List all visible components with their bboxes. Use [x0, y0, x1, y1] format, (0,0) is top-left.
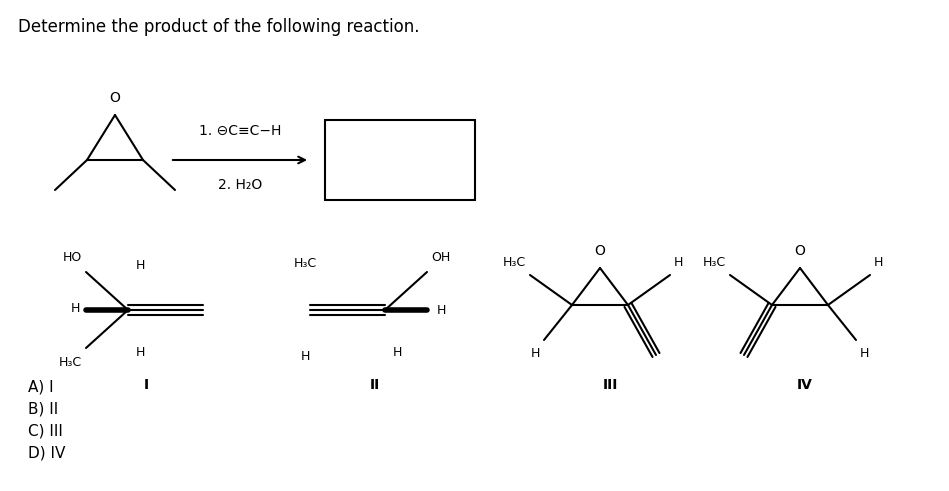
- Text: H₃C: H₃C: [59, 356, 82, 369]
- Text: H: H: [300, 350, 309, 363]
- Text: H: H: [530, 347, 540, 360]
- Text: B) II: B) II: [28, 402, 58, 417]
- Text: Determine the product of the following reaction.: Determine the product of the following r…: [18, 18, 419, 36]
- Text: HO: HO: [63, 251, 82, 264]
- Text: III: III: [603, 378, 618, 392]
- Bar: [325, 120, 475, 200]
- Text: OH: OH: [431, 251, 450, 264]
- Text: IV: IV: [797, 378, 813, 392]
- Text: H: H: [70, 301, 80, 315]
- Text: O: O: [109, 91, 121, 105]
- Text: II: II: [370, 378, 381, 392]
- Text: H: H: [393, 346, 402, 359]
- Text: H₃C: H₃C: [293, 257, 317, 270]
- Text: O: O: [794, 244, 806, 258]
- Text: 2. H₂O: 2. H₂O: [218, 178, 262, 192]
- Text: H₃C: H₃C: [703, 256, 726, 269]
- Text: A) I: A) I: [28, 380, 54, 395]
- Text: D) IV: D) IV: [28, 446, 65, 461]
- Text: H: H: [136, 346, 145, 359]
- Text: H: H: [860, 347, 869, 360]
- Text: H: H: [136, 259, 145, 272]
- Text: H: H: [437, 303, 446, 317]
- Text: C) III: C) III: [28, 424, 63, 439]
- Text: H: H: [874, 256, 884, 269]
- Text: H₃C: H₃C: [503, 256, 526, 269]
- Text: I: I: [143, 378, 149, 392]
- Text: H: H: [674, 256, 683, 269]
- Text: 1. ⊖C≡C−H: 1. ⊖C≡C−H: [198, 124, 281, 138]
- Text: O: O: [595, 244, 605, 258]
